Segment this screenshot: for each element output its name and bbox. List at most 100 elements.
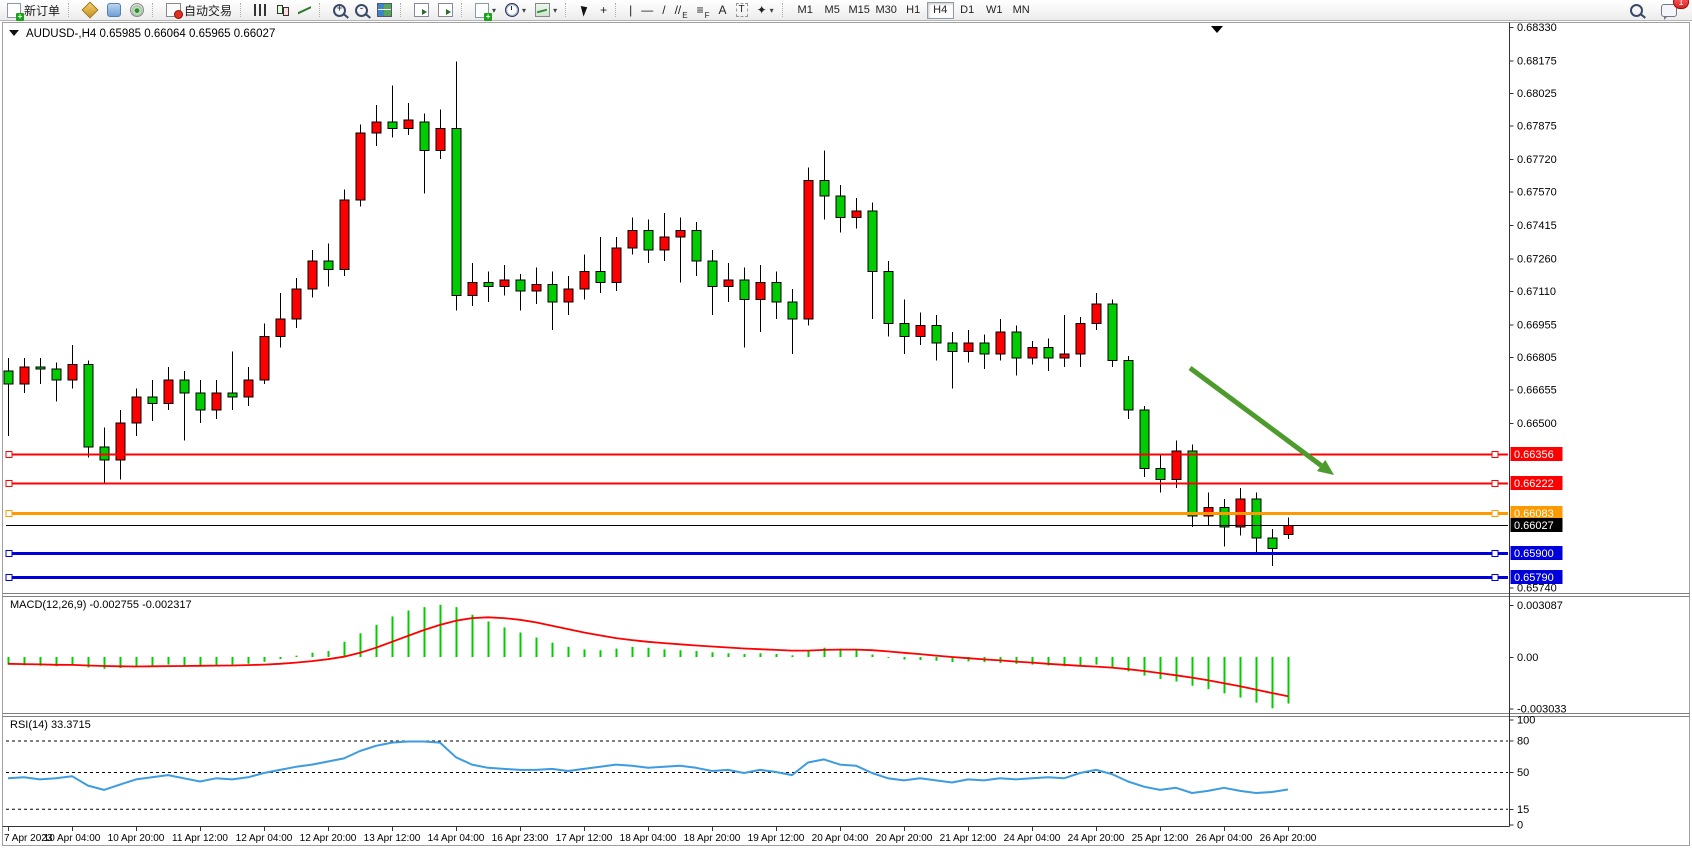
tile-windows-icon <box>377 3 393 17</box>
new-order-button[interactable]: + 新订单 <box>3 1 64 21</box>
timeframe-M5[interactable]: M5 <box>824 4 840 16</box>
macd-axis-tick: 0.00 <box>1517 652 1538 664</box>
chart-background <box>0 21 1692 849</box>
horizontal-line-0.65790[interactable] <box>5 574 1508 581</box>
tile-windows-button[interactable] <box>373 1 396 20</box>
candlestick-chart-button[interactable] <box>272 1 293 20</box>
line-handle[interactable] <box>1491 550 1499 557</box>
macd-axis-tick: 0.003087 <box>1517 600 1563 612</box>
line-handle[interactable] <box>1491 480 1499 487</box>
trendline-icon: / <box>662 3 666 17</box>
svg-text:0.66222: 0.66222 <box>1514 478 1554 490</box>
periodicity-button[interactable]: ▾ <box>501 1 530 20</box>
equidistant-channel-button[interactable]: //E <box>671 1 692 20</box>
crosshair-icon: + <box>600 3 608 17</box>
line-handle[interactable] <box>5 451 13 458</box>
price-tick: 0.66955 <box>1517 320 1557 332</box>
horizontal-line-0.66222[interactable] <box>5 480 1508 487</box>
horizontal-line-icon: — <box>641 3 654 17</box>
price-tick: 0.66655 <box>1517 385 1557 397</box>
horizontal-line-button[interactable]: — <box>637 1 657 20</box>
templates-button[interactable]: ▾ <box>531 1 561 20</box>
chart-shift-icon <box>438 3 454 17</box>
profile-button[interactable] <box>103 1 125 20</box>
line-chart-icon <box>298 4 312 16</box>
horizontal-line-0.65900[interactable] <box>5 550 1508 557</box>
signals-button[interactable] <box>126 1 148 20</box>
date-label: 24 Apr 04:00 <box>1004 833 1061 844</box>
line-handle[interactable] <box>5 574 13 581</box>
zoom-out-icon: - <box>355 3 369 17</box>
auto-trading-button[interactable]: 自动交易 <box>162 1 236 20</box>
shapes-button[interactable]: ✦ ▾ <box>756 3 774 17</box>
price-tick: 0.66805 <box>1517 352 1557 364</box>
price-tick: 0.67875 <box>1517 120 1557 132</box>
macd-signal-line <box>7 616 1289 698</box>
line-handle[interactable] <box>5 510 13 517</box>
price-axis[interactable]: 0.68330 0.68175 0.68025 0.67875 0.67720 0.675… <box>1509 22 1567 832</box>
trendline-button[interactable]: / <box>658 1 669 20</box>
timeframe-M15[interactable]: M15 <box>848 4 870 16</box>
horizontal-line-0.66083[interactable] <box>5 510 1508 517</box>
periodicity-icon <box>505 3 520 17</box>
toolbar-right-group: 1 <box>1626 0 1689 20</box>
new-chart-button[interactable]: + ▾ <box>471 1 500 21</box>
cursor-button[interactable] <box>575 1 595 20</box>
candlestick-chart-icon <box>276 4 290 16</box>
seal-icon <box>81 1 99 19</box>
new-order-icon: + <box>7 2 24 21</box>
timeframe-M30[interactable]: M30 <box>875 4 897 16</box>
svg-text:0.65790: 0.65790 <box>1514 572 1554 584</box>
vertical-line-button[interactable]: | <box>625 1 636 20</box>
bar-chart-button[interactable] <box>250 1 271 20</box>
shift-end-marker[interactable] <box>1211 26 1223 33</box>
timeframe-D1[interactable]: D1 <box>960 4 975 16</box>
price-tick: 0.68025 <box>1517 88 1557 100</box>
timeframe-W1[interactable]: W1 <box>985 4 1003 16</box>
price-tick: 0.67110 <box>1517 286 1556 298</box>
equidistant-channel-icon: // <box>674 3 682 17</box>
line-handle[interactable] <box>1491 451 1499 458</box>
date-label: 17 Apr 12:00 <box>556 833 613 844</box>
zoom-in-button[interactable]: + <box>329 1 350 20</box>
date-label: 25 Apr 12:00 <box>1132 833 1189 844</box>
date-label: 26 Apr 04:00 <box>1196 833 1253 844</box>
price-label-0.66027: 0.66027 <box>1510 518 1563 532</box>
line-chart-button[interactable] <box>294 1 315 20</box>
crosshair-button[interactable]: + <box>596 1 611 20</box>
text-button[interactable]: A <box>714 1 730 20</box>
line-handle[interactable] <box>5 480 13 487</box>
rsi-axis-tick: 50 <box>1517 767 1529 779</box>
rsi-axis-tick: 0 <box>1517 820 1523 832</box>
price-tick: 0.65740 <box>1517 583 1557 595</box>
market-watch-button[interactable] <box>78 1 102 20</box>
horizontal-line-0.66356[interactable] <box>5 451 1508 458</box>
fibonacci-button[interactable]: ≡ F <box>693 1 714 20</box>
chart-title-group: AUDUSD-,H4 0.65985 0.66064 0.65965 0.660… <box>9 28 275 40</box>
toolbar-separator <box>240 3 246 17</box>
symbol-dropdown-icon[interactable] <box>9 30 19 36</box>
timeframe-MN[interactable]: MN <box>1012 4 1030 16</box>
date-label: 12 Apr 20:00 <box>300 833 357 844</box>
trend-arrow-annotation[interactable] <box>1188 365 1334 475</box>
timeframe-M1[interactable]: M1 <box>797 4 813 16</box>
price-label-0.66083: 0.66083 <box>1510 506 1563 520</box>
line-handle[interactable] <box>1491 574 1499 581</box>
price-tick: 0.68330 <box>1517 22 1557 34</box>
fibonacci-icon: ≡ <box>696 3 704 17</box>
chart-window[interactable]: AUDUSD-,H4 0.65985 0.66064 0.65965 0.660… <box>0 21 1692 849</box>
chart-shift-button[interactable] <box>434 1 457 20</box>
timeframe-H1[interactable]: H1 <box>906 4 921 16</box>
timeframe-H4[interactable]: H4 <box>926 1 954 19</box>
panel-splitters[interactable] <box>2 593 1690 717</box>
auto-scroll-icon <box>414 3 430 17</box>
search-button[interactable] <box>1626 1 1647 20</box>
zoom-out-button[interactable]: - <box>351 1 372 20</box>
auto-scroll-button[interactable] <box>410 1 433 20</box>
line-handle[interactable] <box>5 550 13 557</box>
line-handle[interactable] <box>1491 510 1499 517</box>
macd-label: MACD(12,26,9) -0.002755 -0.002317 <box>10 599 192 611</box>
notifications-button[interactable]: 1 <box>1657 0 1689 20</box>
text-label-button[interactable]: T <box>732 1 752 20</box>
